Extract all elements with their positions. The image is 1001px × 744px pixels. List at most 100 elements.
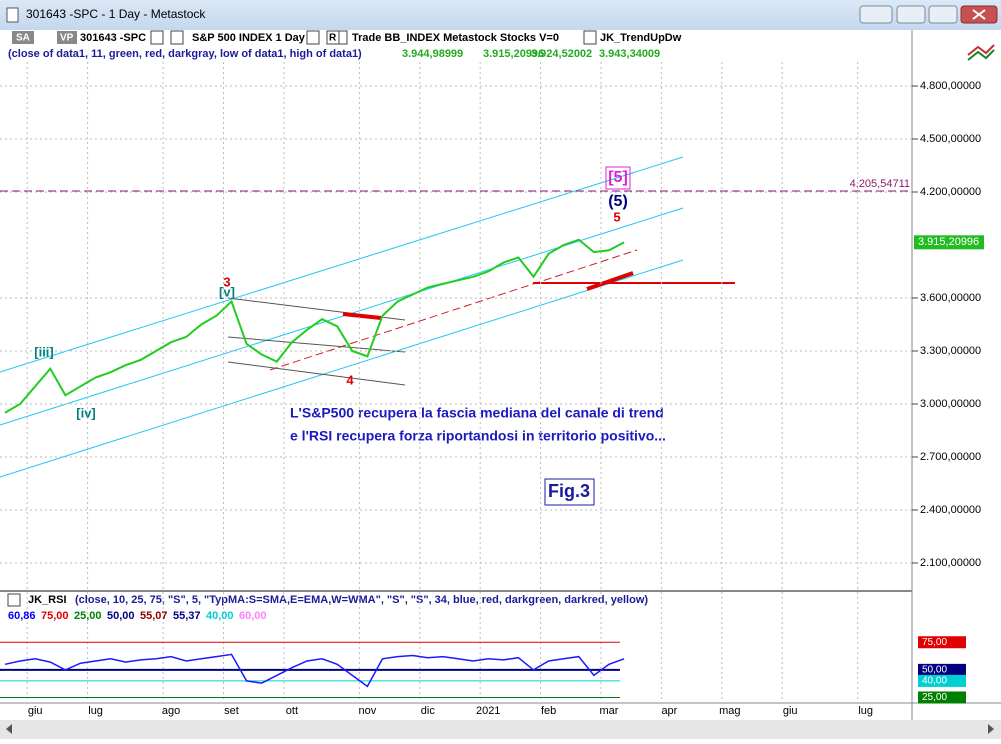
- x-tick-label: ago: [162, 705, 180, 717]
- data-line: [4, 653, 625, 688]
- wave-label: 5: [613, 209, 620, 224]
- scrollbar[interactable]: [0, 720, 1001, 739]
- correction-line: [227, 361, 406, 386]
- y-tick-label: 4.200,00000: [920, 186, 981, 198]
- style-label: SA: [16, 33, 30, 44]
- rsi-header-value: 55,07: [140, 610, 168, 622]
- x-tick-label: 2021: [476, 705, 500, 717]
- dropdown[interactable]: [150, 30, 164, 45]
- comment: e l'RSI recupera forza riportandosi in t…: [290, 428, 666, 444]
- figure-box: [544, 478, 595, 506]
- y-tick-label: 75,00: [922, 637, 947, 648]
- channel-middle: [0, 207, 684, 426]
- y-tick-label: 2.400,00000: [920, 504, 981, 516]
- wave-label: [5]: [608, 169, 628, 186]
- rsi-header-value: 40,00: [206, 610, 234, 622]
- info: Trade BB_INDEX Metastock Stocks V=0: [352, 32, 559, 44]
- dropdown[interactable]: [170, 30, 184, 45]
- checkbox[interactable]: [583, 30, 597, 45]
- app-icon: [6, 7, 19, 23]
- last-value-label: 3.915,20996: [918, 236, 979, 248]
- trend-icon: [967, 49, 995, 61]
- symbol: 301643 -SPC: [80, 32, 146, 44]
- legend-value: 3.915,20996: [483, 48, 544, 60]
- y-tick-label: 40,00: [922, 676, 947, 687]
- x-tick-label: nov: [359, 705, 377, 717]
- title-bar: [0, 0, 1001, 30]
- vp-box[interactable]: [57, 31, 77, 44]
- close-icon: [972, 9, 986, 20]
- y-tick-label: 2.700,00000: [920, 451, 981, 463]
- toolbar: SA VP 301643 -SPC S&P 500 INDEX 1 Day R …: [7, 30, 682, 607]
- y-tick-label: 3.000,00000: [920, 398, 981, 410]
- wave-label: 3: [223, 274, 230, 289]
- data-line: [4, 238, 625, 414]
- legend-value: 3.943,34009: [599, 48, 660, 60]
- legend-value: 3.924,52002: [531, 48, 592, 60]
- x-tick-label: mag: [719, 705, 740, 717]
- resistance-label: 4.205,54711: [850, 178, 910, 190]
- last-value-box: [914, 235, 984, 250]
- restore-button[interactable]: [859, 5, 893, 24]
- rsi-header-value: 60,00: [239, 610, 267, 622]
- y-tick-label: 2.100,00000: [920, 557, 981, 569]
- wave-label: 4: [346, 372, 354, 387]
- dropdown[interactable]: [306, 30, 320, 45]
- y-tick-box: [918, 663, 966, 676]
- x-tick-label: apr: [661, 705, 677, 717]
- comment: L'S&P500 recupera la fascia mediana del …: [290, 405, 664, 421]
- wave-box: [605, 166, 631, 190]
- window-buttons[interactable]: [859, 5, 998, 24]
- x-tick-label: lug: [88, 705, 103, 717]
- rsi-header-value: 60,86: [8, 610, 36, 622]
- maximize-button[interactable]: [928, 5, 958, 24]
- checkbox[interactable]: [7, 593, 21, 607]
- x-tick-label: mar: [600, 705, 619, 717]
- breakout-mark: [342, 312, 382, 320]
- style-box[interactable]: [12, 31, 34, 44]
- legend-value: 3.944,98999: [402, 48, 463, 60]
- rsi-header-value: 50,00: [107, 610, 135, 622]
- rsi-header-value: 55,37: [173, 610, 201, 622]
- figure-label: Fig.3: [548, 481, 590, 501]
- x-tick-label: giu: [28, 705, 43, 717]
- y-tick-label: 4.500,00000: [920, 133, 981, 145]
- y-tick-label: 50,00: [922, 665, 947, 676]
- y-tick-box: [918, 636, 966, 649]
- drawings: [0, 44, 995, 734]
- r-label: R: [329, 33, 337, 44]
- channel-upper: [0, 156, 684, 373]
- x-tick-label: dic: [421, 705, 436, 717]
- x-tick-label: set: [224, 705, 239, 717]
- y-tick-label: 4.800,00000: [920, 80, 981, 92]
- scroll-left[interactable]: [6, 724, 12, 734]
- x-tick-label: giu: [783, 705, 798, 717]
- dropdown[interactable]: [338, 30, 348, 45]
- channel-lower: [0, 259, 684, 478]
- y-tick-label: 3.300,00000: [920, 345, 981, 357]
- minimize-button[interactable]: [896, 5, 926, 24]
- breakout-mark: [586, 271, 634, 291]
- rsi-title: JK_RSI: [28, 594, 67, 606]
- correction-line: [227, 336, 406, 353]
- y-tick-label: 25,00: [922, 692, 947, 703]
- chart-area: [0, 30, 1001, 720]
- scroll-right[interactable]: [988, 724, 994, 734]
- wave-label: [iv]: [76, 405, 96, 420]
- wave-label: [v]: [219, 284, 235, 299]
- rsi-header-value: 25,00: [74, 610, 102, 622]
- indicator-params: (close of data1, 11, green, red, darkgra…: [8, 48, 362, 60]
- y-tick-box: [918, 674, 966, 687]
- trend-dashed: [269, 249, 638, 371]
- trend-icon: [967, 44, 995, 56]
- window-title: 301643 -SPC - 1 Day - Metastock: [26, 7, 206, 21]
- rsi-header-value: 75,00: [41, 610, 69, 622]
- wave-label: (5): [608, 193, 628, 210]
- x-tick-label: lug: [858, 705, 873, 717]
- y-tick-box: [918, 691, 966, 704]
- security: S&P 500 INDEX 1 Day: [192, 32, 306, 44]
- x-tick-label: feb: [541, 705, 556, 717]
- vp-label: VP: [60, 33, 74, 44]
